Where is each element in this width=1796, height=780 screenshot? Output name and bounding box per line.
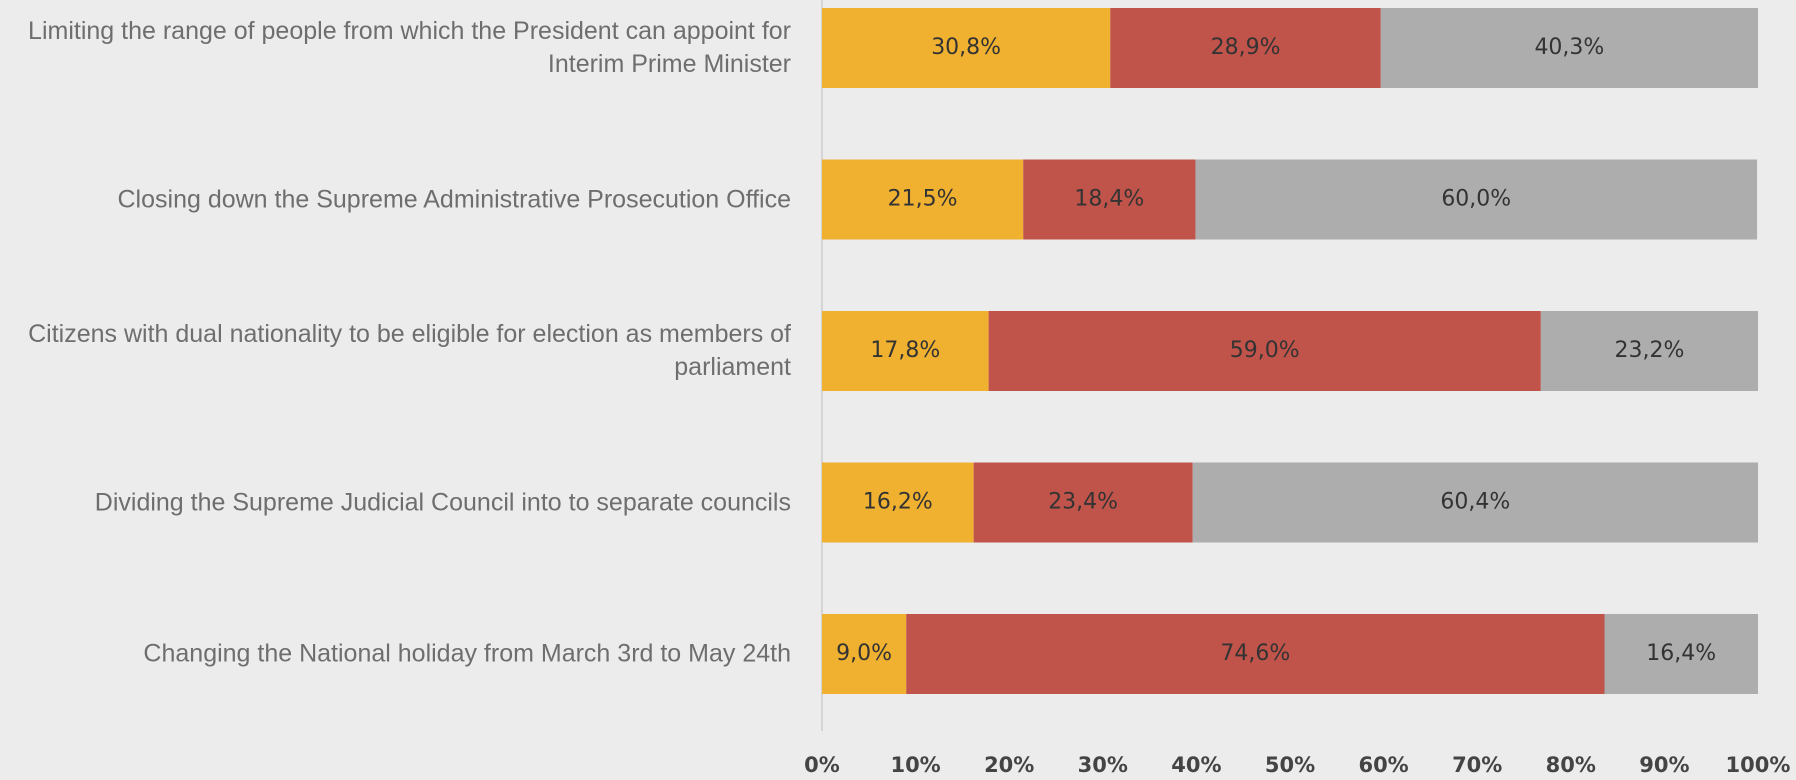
bar-segment (822, 159, 1024, 240)
value-label: 17,8% (870, 338, 940, 363)
bar-segment (1540, 311, 1758, 391)
bar-segment (906, 614, 1605, 694)
bar-segment (1380, 8, 1758, 88)
x-tick-label: 0% (804, 753, 840, 777)
x-tick-label: 20% (984, 753, 1034, 777)
value-label: 18,4% (1074, 187, 1144, 212)
bar-segment (822, 8, 1111, 88)
category-label: Changing the National holiday from March… (143, 639, 791, 668)
value-label: 60,4% (1440, 490, 1510, 515)
value-label: 21,5% (888, 187, 958, 212)
value-label: 16,2% (863, 490, 933, 515)
bar-segment (1195, 159, 1758, 240)
value-label: 60,0% (1441, 187, 1511, 212)
bar-segment (1604, 614, 1758, 694)
x-tick-label: 70% (1452, 753, 1502, 777)
category-label: Closing down the Supreme Administrative … (117, 185, 792, 213)
bar-segment (1110, 8, 1381, 88)
bar-segment (822, 462, 974, 543)
bar-segment (822, 614, 907, 694)
value-label: 74,6% (1220, 641, 1290, 666)
bar-segment (988, 311, 1541, 391)
x-tick-label: 30% (1078, 753, 1128, 777)
x-tick-label: 60% (1358, 753, 1408, 777)
bar-segment (1023, 159, 1196, 240)
value-label: 9,0% (836, 641, 892, 666)
x-tick-label: 50% (1265, 753, 1315, 777)
value-label: 30,8% (931, 35, 1001, 60)
bar-segment (973, 462, 1193, 543)
value-label: 59,0% (1230, 338, 1300, 363)
value-label: 23,4% (1048, 490, 1118, 515)
bar-segment (822, 311, 989, 391)
category-label: Limiting the range of people from which … (28, 17, 791, 78)
x-tick-label: 10% (890, 753, 940, 777)
value-label: 23,2% (1614, 338, 1684, 363)
x-tick-label: 100% (1726, 753, 1791, 777)
category-label: Dividing the Supreme Judicial Council in… (94, 488, 791, 516)
x-tick-label: 90% (1639, 753, 1689, 777)
bar-segment (1192, 462, 1758, 543)
value-label: 16,4% (1646, 641, 1716, 666)
x-tick-label: 40% (1171, 753, 1221, 777)
x-tick-label: 80% (1546, 753, 1596, 777)
value-label: 40,3% (1534, 35, 1604, 60)
value-label: 28,9% (1211, 35, 1281, 60)
category-label: Citizens with dual nationality to be eli… (28, 320, 791, 381)
